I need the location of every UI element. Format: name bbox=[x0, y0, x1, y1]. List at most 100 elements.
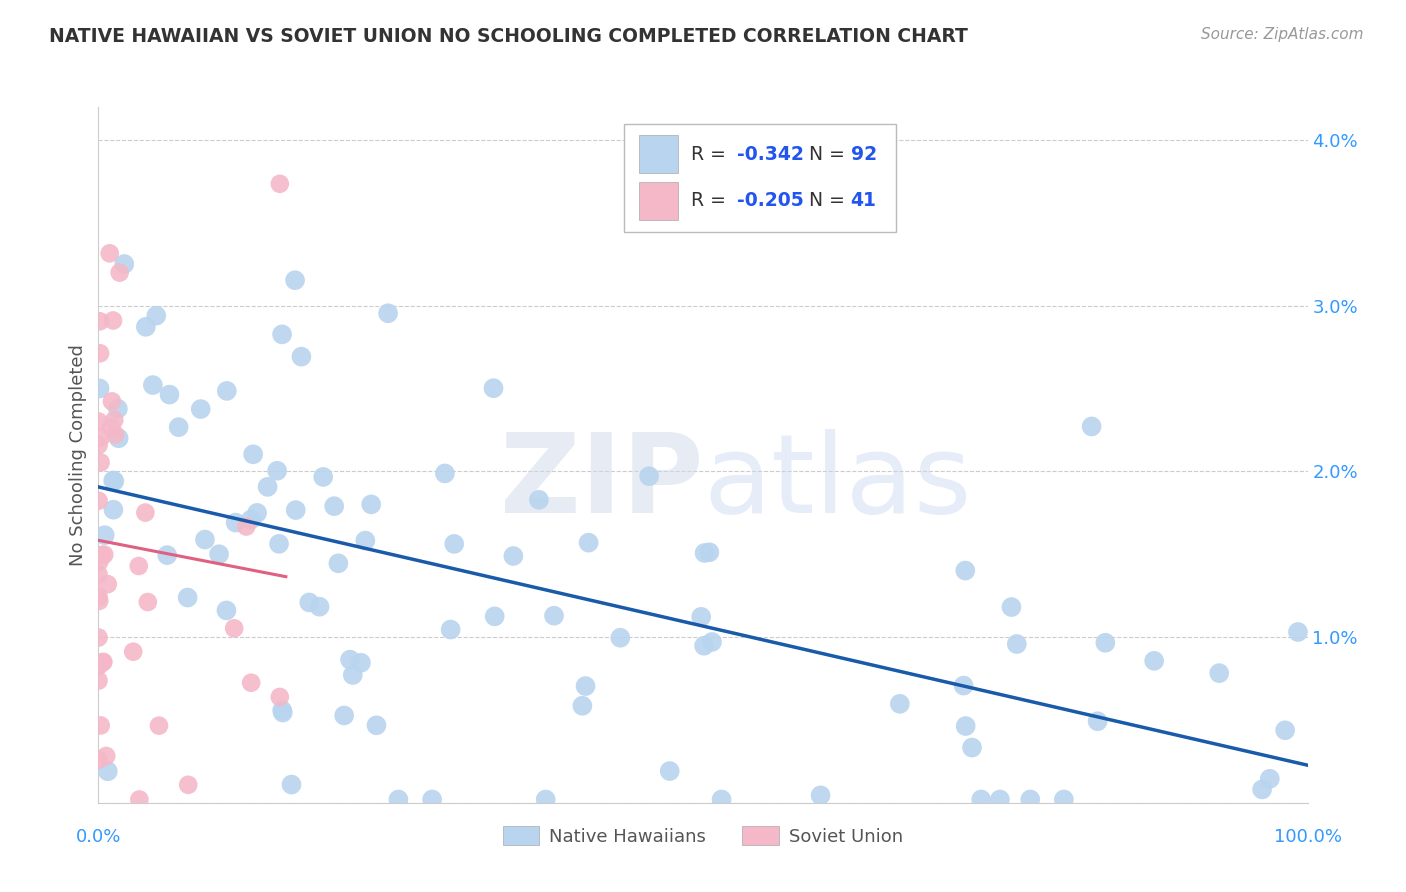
Point bbox=[420, 792, 443, 806]
Point bbox=[208, 547, 231, 561]
Point bbox=[90, 718, 112, 732]
Point bbox=[482, 381, 505, 395]
Point bbox=[312, 470, 335, 484]
Point bbox=[215, 603, 238, 617]
Text: Source: ZipAtlas.com: Source: ZipAtlas.com bbox=[1201, 27, 1364, 42]
Point bbox=[574, 679, 596, 693]
Point bbox=[156, 548, 179, 562]
Point bbox=[1087, 714, 1109, 729]
Point bbox=[970, 792, 993, 806]
Legend: Native Hawaiians, Soviet Union: Native Hawaiians, Soviet Union bbox=[495, 819, 911, 853]
Point bbox=[87, 631, 110, 645]
Point bbox=[225, 516, 247, 530]
Point bbox=[101, 313, 124, 327]
Point bbox=[988, 792, 1011, 806]
Point bbox=[235, 519, 257, 533]
Point bbox=[87, 438, 110, 452]
Point bbox=[100, 420, 122, 434]
Point bbox=[89, 555, 111, 569]
Point bbox=[1258, 772, 1281, 786]
Point bbox=[103, 474, 125, 488]
Point bbox=[97, 577, 120, 591]
Point bbox=[387, 792, 409, 806]
Point bbox=[112, 257, 135, 271]
Text: 0.0%: 0.0% bbox=[76, 828, 121, 846]
Point bbox=[1000, 600, 1022, 615]
Point bbox=[1080, 419, 1102, 434]
Point bbox=[242, 447, 264, 461]
Point bbox=[339, 652, 361, 666]
Point bbox=[955, 564, 977, 578]
FancyBboxPatch shape bbox=[638, 182, 678, 220]
Point bbox=[271, 706, 294, 720]
Text: NATIVE HAWAIIAN VS SOVIET UNION NO SCHOOLING COMPLETED CORRELATION CHART: NATIVE HAWAIIAN VS SOVIET UNION NO SCHOO… bbox=[49, 27, 969, 45]
Point bbox=[87, 590, 110, 604]
Point bbox=[328, 557, 350, 571]
Point bbox=[333, 708, 356, 723]
Point bbox=[167, 420, 190, 434]
Point bbox=[104, 427, 127, 442]
Point bbox=[955, 719, 977, 733]
Point bbox=[239, 513, 262, 527]
Point bbox=[658, 764, 681, 778]
Text: R =: R = bbox=[690, 192, 731, 211]
Point bbox=[1094, 636, 1116, 650]
Point bbox=[103, 474, 125, 488]
Point bbox=[90, 455, 112, 469]
Point bbox=[122, 645, 145, 659]
Point bbox=[443, 537, 465, 551]
Point bbox=[1143, 654, 1166, 668]
Point bbox=[342, 668, 364, 682]
Point bbox=[699, 545, 721, 559]
Point bbox=[128, 559, 150, 574]
Point bbox=[502, 549, 524, 563]
Point bbox=[108, 266, 131, 280]
Point bbox=[1251, 782, 1274, 797]
Point bbox=[366, 718, 388, 732]
Point bbox=[710, 792, 733, 806]
Point bbox=[107, 401, 129, 416]
Point bbox=[215, 384, 238, 398]
Point bbox=[578, 535, 600, 549]
Point bbox=[266, 464, 288, 478]
Point bbox=[96, 749, 118, 764]
Point bbox=[103, 502, 125, 516]
Point bbox=[1208, 666, 1230, 681]
Point bbox=[87, 415, 110, 429]
Point bbox=[87, 659, 110, 673]
Point bbox=[609, 631, 631, 645]
Point bbox=[93, 548, 115, 562]
Point bbox=[690, 610, 713, 624]
Point bbox=[271, 703, 294, 717]
Point bbox=[89, 594, 111, 608]
Point bbox=[889, 697, 911, 711]
Point bbox=[177, 778, 200, 792]
Point bbox=[269, 177, 291, 191]
Point bbox=[145, 309, 167, 323]
Point bbox=[107, 431, 129, 445]
Point bbox=[271, 327, 294, 342]
Text: N =: N = bbox=[810, 192, 851, 211]
Point bbox=[91, 656, 114, 670]
FancyBboxPatch shape bbox=[638, 136, 678, 173]
Point bbox=[148, 719, 170, 733]
Point bbox=[128, 792, 150, 806]
Point bbox=[190, 402, 212, 417]
Point bbox=[700, 635, 723, 649]
Text: 100.0%: 100.0% bbox=[1274, 828, 1341, 846]
Point bbox=[360, 497, 382, 511]
Point bbox=[87, 673, 110, 688]
Text: R =: R = bbox=[690, 145, 731, 164]
Point bbox=[571, 698, 593, 713]
Point bbox=[534, 792, 557, 806]
Point bbox=[350, 656, 373, 670]
FancyBboxPatch shape bbox=[624, 124, 897, 232]
Point bbox=[269, 690, 291, 704]
Point bbox=[960, 740, 983, 755]
Point bbox=[87, 567, 110, 582]
Text: 41: 41 bbox=[851, 192, 876, 211]
Point bbox=[693, 639, 716, 653]
Point bbox=[952, 679, 974, 693]
Point bbox=[284, 273, 307, 287]
Point bbox=[1274, 723, 1296, 738]
